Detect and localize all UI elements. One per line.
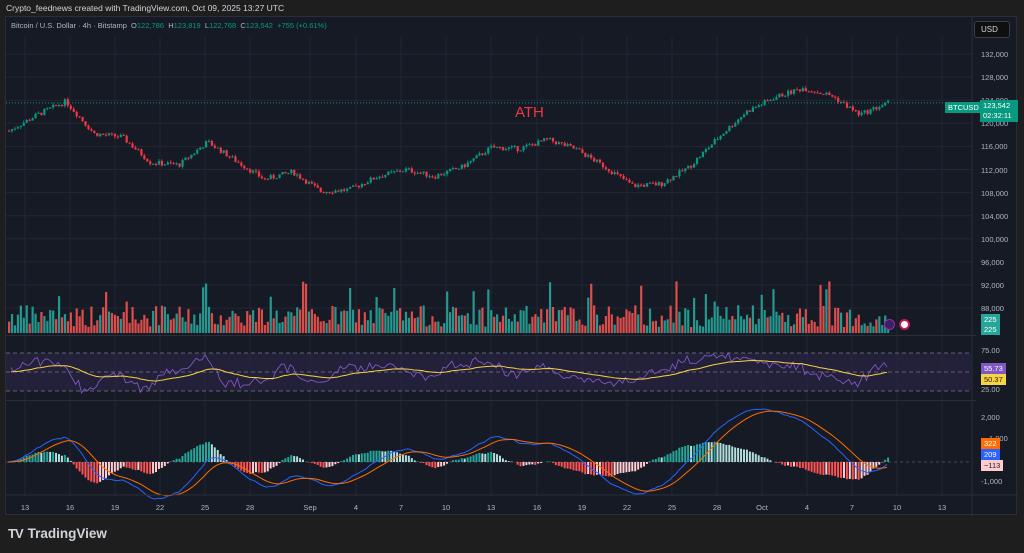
price-tick: 88,000 bbox=[981, 304, 1004, 314]
tradingview-brand: TV TradingView bbox=[8, 526, 107, 541]
rsi-value-tag: 55.73 bbox=[981, 363, 1006, 374]
time-tick: 13 bbox=[486, 503, 496, 512]
price-tick: 92,000 bbox=[981, 281, 1004, 290]
flash-event-icon[interactable] bbox=[884, 319, 895, 330]
time-tick: Oct bbox=[756, 503, 768, 512]
time-tick: 28 bbox=[712, 503, 722, 512]
time-tick: 19 bbox=[577, 503, 587, 512]
time-tick: Sep bbox=[303, 503, 317, 512]
macd-tick: 2,000 bbox=[981, 413, 1000, 422]
time-tick: 25 bbox=[200, 503, 210, 512]
symbol-tag: BTCUSD bbox=[945, 102, 982, 113]
macd-signal-tag: 322 bbox=[981, 438, 1000, 449]
time-tick: 22 bbox=[155, 503, 165, 512]
open-label: O bbox=[131, 21, 137, 30]
macd-tick: -1,000 bbox=[981, 477, 1003, 486]
pane-divider[interactable] bbox=[6, 335, 976, 336]
price-tick: 112,000 bbox=[981, 165, 1008, 175]
price-tick: 128,000 bbox=[981, 73, 1009, 83]
high-label: H bbox=[168, 21, 174, 30]
price-tick: 96,000 bbox=[981, 257, 1004, 267]
time-tick: 4 bbox=[353, 503, 359, 512]
time-tick: 28 bbox=[245, 503, 255, 512]
change-value: +755 (+0.61%) bbox=[277, 21, 327, 30]
time-tick: 16 bbox=[65, 503, 75, 512]
price-tick: 100,000 bbox=[981, 234, 1009, 244]
chart-credit: Crypto_feednews created with TradingView… bbox=[6, 3, 285, 13]
time-tick: 7 bbox=[849, 503, 855, 512]
low-label: L bbox=[204, 21, 210, 30]
time-tick: 22 bbox=[622, 503, 632, 512]
time-tick: 10 bbox=[441, 503, 451, 512]
tradingview-logo-icon: TV bbox=[8, 526, 24, 541]
price-tick: 120,000 bbox=[981, 119, 1009, 129]
ath-annotation: ATH bbox=[515, 104, 544, 121]
chart-area[interactable]: Bitcoin / U.S. Dollar · 4h · Bitstamp O1… bbox=[5, 16, 1018, 516]
close-value: 123,542 bbox=[245, 21, 273, 30]
currency-button[interactable]: USD bbox=[974, 21, 1010, 38]
volume-ma-tag: 225 bbox=[981, 324, 1000, 335]
time-tick: 13 bbox=[937, 503, 947, 512]
price-tick: 108,000 bbox=[981, 188, 1009, 198]
macd-hist-tag: −113 bbox=[981, 460, 1004, 471]
bar-countdown: 02:32:11 bbox=[983, 111, 1012, 120]
time-tick: 13 bbox=[20, 503, 30, 512]
last-price-tag: 123,542 02:32:11 bbox=[980, 100, 1018, 122]
time-tick: 4 bbox=[804, 503, 810, 512]
rsi-tick: 75.00 bbox=[981, 346, 1000, 355]
chart-plot[interactable] bbox=[6, 17, 1018, 516]
symbol-title: Bitcoin / U.S. Dollar · 4h · Bitstamp bbox=[11, 21, 127, 30]
time-tick: 25 bbox=[667, 503, 677, 512]
price-tick: 116,000 bbox=[981, 142, 1008, 152]
pane-divider[interactable] bbox=[6, 400, 976, 401]
time-tick: 16 bbox=[532, 503, 542, 512]
last-price: 123,542 bbox=[983, 101, 1011, 110]
time-tick: 19 bbox=[110, 503, 120, 512]
time-tick: 7 bbox=[398, 503, 404, 512]
rsi-tick: 25.00 bbox=[981, 385, 1000, 394]
rsi-ma-tag: 50.37 bbox=[981, 374, 1006, 385]
us-flag-event-icon[interactable] bbox=[899, 319, 910, 330]
macd-line-tag: 209 bbox=[981, 449, 1000, 460]
volume-tag: 225 bbox=[981, 314, 1000, 325]
high-value: 123,819 bbox=[173, 21, 201, 30]
close-label: C bbox=[240, 21, 246, 30]
time-tick: 10 bbox=[892, 503, 902, 512]
brand-name: TradingView bbox=[27, 526, 107, 541]
price-tick: 132,000 bbox=[981, 50, 1009, 59]
symbol-legend: Bitcoin / U.S. Dollar · 4h · Bitstamp O1… bbox=[11, 21, 327, 30]
open-value: 122,786 bbox=[136, 21, 165, 30]
low-value: 122,768 bbox=[209, 21, 237, 30]
price-tick: 104,000 bbox=[981, 211, 1009, 221]
